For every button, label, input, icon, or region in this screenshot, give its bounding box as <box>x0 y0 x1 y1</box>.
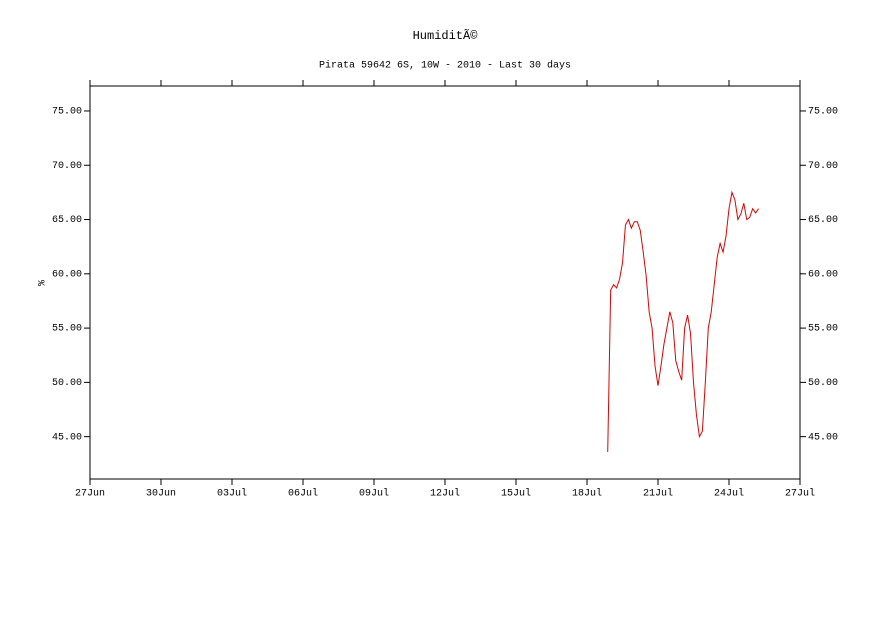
y2-tick-label: 75.00 <box>808 107 838 118</box>
y-tick-label: 55.00 <box>52 324 82 335</box>
x-tick-label: 15Jul <box>501 488 531 500</box>
y2-tick-label: 55.00 <box>808 324 838 335</box>
y2-tick-label: 50.00 <box>808 378 838 389</box>
x-tick-label: 30Jun <box>146 489 176 500</box>
x-tick-label: 24Jul <box>714 488 744 500</box>
data-line <box>607 190 759 452</box>
x-tick-label: 03Jul <box>217 488 247 500</box>
chart-subtitle: Pirata 59642 6S, 10W - 2010 - Last 30 da… <box>319 60 571 72</box>
y-tick-label: 45.00 <box>52 432 82 443</box>
x-tick-label: 06Jul <box>288 488 318 500</box>
chart-title: HumiditÃ© <box>413 28 479 43</box>
y2-tick-label: 45.00 <box>808 432 838 443</box>
x-tick-label: 21Jul <box>643 488 673 500</box>
y-tick-label: 75.00 <box>52 107 82 118</box>
y-axis-label: % <box>38 280 49 286</box>
x-tick-label: 18Jul <box>572 488 602 500</box>
x-tick-label: 27Jul <box>785 488 815 500</box>
x-tick-label: 12Jul <box>430 488 460 500</box>
y2-tick-label: 70.00 <box>808 161 838 172</box>
y-tick-label: 65.00 <box>52 215 82 226</box>
y-tick-label: 70.00 <box>52 161 82 172</box>
x-tick-label: 27Jun <box>75 489 105 500</box>
y-tick-label: 60.00 <box>52 269 82 280</box>
x-tick-label: 09Jul <box>359 488 389 500</box>
y2-tick-label: 60.00 <box>808 269 838 280</box>
plot-frame <box>89 85 801 480</box>
y2-tick-label: 65.00 <box>808 215 838 226</box>
y-tick-label: 50.00 <box>52 378 82 389</box>
